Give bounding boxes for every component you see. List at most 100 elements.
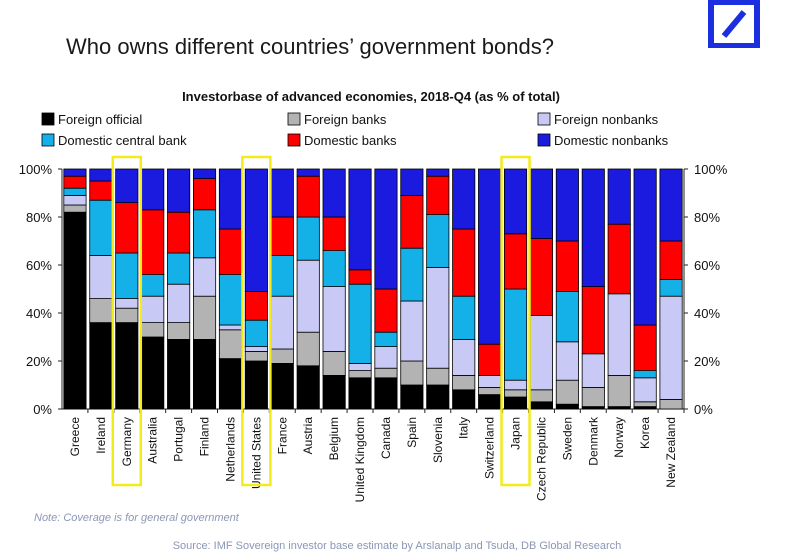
bar-segment-5-4	[192, 178, 217, 211]
bar-segment-23-1	[659, 398, 683, 410]
bar-segment-18-2	[529, 314, 554, 391]
legend-label-4: Domestic banks	[304, 133, 397, 148]
bar-segment-11-1	[348, 370, 372, 379]
bar-segment-21-5	[607, 168, 631, 225]
bar-segment-2-1	[115, 307, 139, 324]
bar-segment-7-2	[244, 346, 268, 352]
bar-segment-10-4	[322, 216, 346, 251]
category-label-13: Spain	[405, 417, 419, 448]
bar-segment-1-1	[89, 298, 113, 324]
bar-segment-19-0	[555, 403, 579, 410]
bar-segment-7-4	[244, 290, 268, 321]
bar-segment-21-2	[607, 293, 631, 376]
bar-segment-23-2	[659, 295, 683, 400]
bar-segment-10-5	[322, 168, 346, 218]
bar-segment-16-0	[478, 394, 502, 410]
bar-segment-22-1	[633, 401, 657, 407]
left-tick-label-5: 100%	[19, 162, 53, 177]
bar-segment-9-1	[296, 331, 320, 367]
bar-segment-22-3	[633, 370, 657, 379]
bar-segment-16-1	[478, 386, 502, 395]
bar-segment-11-2	[348, 362, 372, 371]
left-y-axis: 0% 20% 40% 60% 80% 100%	[19, 162, 684, 417]
bar-segment-0-0	[63, 211, 87, 410]
bar-segment-17-2	[503, 379, 528, 391]
bar-segment-17-4	[503, 233, 528, 290]
legend-label-5: Domestic nonbanks	[554, 133, 669, 148]
bar-segment-6-0	[218, 358, 243, 410]
bar-segment-16-4	[478, 343, 502, 376]
bar-segment-11-0	[348, 377, 372, 410]
bar-segment-14-3	[426, 214, 450, 268]
bar-segment-23-5	[659, 168, 683, 242]
category-label-15: Italy	[457, 417, 471, 439]
bar-segment-13-5	[400, 168, 424, 196]
bar-segment-10-0	[322, 374, 346, 410]
legend-label-2: Foreign nonbanks	[554, 112, 659, 127]
bar-segment-10-3	[322, 250, 346, 288]
right-tick-label-5: 100%	[694, 162, 728, 177]
left-tick-label-1: 20%	[26, 354, 52, 369]
bar-segment-4-5	[167, 168, 191, 213]
bar-segment-14-5	[426, 168, 450, 177]
bar-segment-16-5	[478, 168, 502, 345]
bar-segment-8-5	[270, 168, 294, 218]
bar-segment-0-3	[63, 187, 87, 196]
bar-segment-13-0	[400, 384, 424, 410]
bar-segment-4-2	[167, 283, 191, 324]
highlight-boxes	[111, 155, 531, 487]
bar-segment-4-0	[167, 338, 191, 410]
right-tick-label-4: 80%	[694, 210, 720, 225]
category-label-9: Austria	[301, 417, 315, 455]
bar-segment-3-1	[141, 322, 165, 338]
left-tick-label-2: 40%	[26, 306, 52, 321]
bar-segment-15-5	[452, 168, 476, 230]
bar-segment-9-5	[296, 168, 320, 177]
bar-segment-11-3	[348, 283, 372, 364]
bar-segment-5-3	[192, 209, 217, 259]
bar-segment-10-1	[322, 350, 346, 376]
bar-segment-12-4	[374, 288, 398, 333]
bar-segment-18-1	[529, 389, 554, 403]
highlight-box-17	[500, 155, 531, 487]
left-tick-label-0: 0%	[33, 402, 52, 417]
bar-segment-23-4	[659, 240, 683, 280]
bar-segment-15-2	[452, 338, 476, 376]
bar-segment-6-3	[218, 274, 243, 326]
bar-segment-3-3	[141, 274, 165, 297]
bar-segment-8-3	[270, 254, 294, 297]
left-tick-label-4: 80%	[26, 210, 52, 225]
bar-segment-13-1	[400, 360, 424, 386]
legend-swatch-2	[537, 112, 551, 126]
bar-segment-5-2	[192, 257, 217, 297]
bar-segment-13-2	[400, 300, 424, 362]
bar-segment-21-1	[607, 374, 631, 407]
bar-segment-12-0	[374, 377, 398, 410]
legend-swatch-1	[287, 112, 301, 126]
bar-segment-23-3	[659, 278, 683, 297]
bar-segment-18-4	[529, 238, 554, 316]
category-labels: Greece Ireland Germany Australia Portugal Fin…	[68, 409, 685, 502]
bar-segment-15-0	[452, 389, 476, 410]
right-tick-label-2: 40%	[694, 306, 720, 321]
bar-segment-22-5	[633, 168, 657, 326]
bar-segment-0-4	[63, 175, 87, 189]
coverage-note: Note: Coverage is for general government	[34, 512, 239, 524]
bar-segment-5-1	[192, 295, 217, 340]
bar-segment-19-1	[555, 379, 579, 405]
bar-segment-21-4	[607, 223, 631, 295]
bar-segment-1-3	[89, 199, 113, 256]
bar-segment-8-2	[270, 295, 294, 350]
bar-segment-13-3	[400, 247, 424, 302]
category-label-22: Korea	[638, 417, 652, 449]
bar-segment-9-4	[296, 175, 320, 218]
legend-swatch-0	[41, 112, 55, 126]
bar-segment-2-2	[115, 298, 139, 309]
bar-segment-1-4	[89, 180, 113, 201]
bar-segment-7-5	[244, 168, 268, 292]
legend-swatch-3	[41, 133, 55, 147]
bar-segment-14-2	[426, 266, 450, 369]
bar-segment-1-5	[89, 168, 113, 182]
bar-segment-9-0	[296, 365, 320, 410]
right-tick-label-1: 20%	[694, 354, 720, 369]
